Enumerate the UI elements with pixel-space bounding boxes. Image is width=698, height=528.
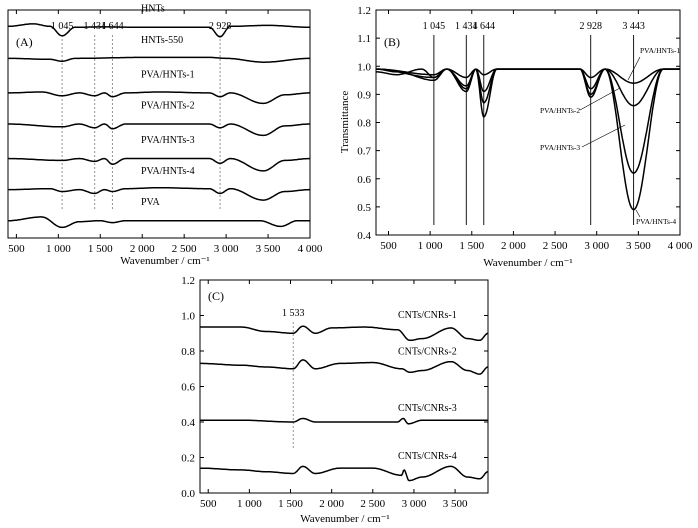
series-cnts-cnrs-4-line bbox=[199, 465, 489, 482]
panel-b-xtick-label: 2 500 bbox=[543, 240, 568, 252]
panel-a-xtick-label: 1 000 bbox=[46, 243, 71, 255]
panel-b-ytick-label: 1.2 bbox=[357, 5, 371, 17]
series-pva-hnts-3-label: PVA/HNTs-3 bbox=[540, 143, 580, 152]
series-hnts-550-label: HNTs-550 bbox=[141, 35, 183, 46]
panel-c-xlabel: Wavenumber / cm⁻¹ bbox=[300, 513, 389, 525]
panel-c-ytick-label: 1.2 bbox=[181, 275, 195, 287]
panel-a-xtick-label: 3 000 bbox=[214, 243, 239, 255]
series-pva-hnts-1-label: PVA/HNTs-1 bbox=[640, 46, 680, 55]
series-pva-hnts-4-pointer bbox=[635, 209, 641, 218]
panel-c-xtick-label: 500 bbox=[200, 498, 217, 510]
panel-b-ytick-label: 0.8 bbox=[357, 118, 371, 130]
panel-b-marker-label: 2 928 bbox=[579, 21, 602, 32]
panel-b-xtick-label: 3 500 bbox=[626, 240, 651, 252]
panel-b-xtick-label: 1 500 bbox=[459, 240, 484, 252]
panel-b-xlabel: Wavenumber / cm⁻¹ bbox=[483, 257, 572, 269]
panel-b: (B) 500 1 000 1 500 2 000 2 500 3 000 3 500 4 0… bbox=[339, 5, 693, 269]
panel-c-xtick-label: 2 000 bbox=[319, 498, 344, 510]
series-pva-hnts-4-line bbox=[376, 68, 680, 211]
series-pva-hnts-2-label: PVA/HNTs-2 bbox=[540, 106, 580, 115]
panel-b-ytick-label: 0.7 bbox=[357, 146, 371, 158]
panel-c-xtick-label: 3 500 bbox=[443, 498, 468, 510]
series-cnts-cnrs-1-label: CNTs/CNRs-1 bbox=[398, 310, 457, 321]
series-pva-hnts-3-label: PVA/HNTs-3 bbox=[141, 135, 195, 146]
series-hnts-label: HNTs bbox=[141, 4, 165, 15]
panel-c-ytick-label: 0.0 bbox=[181, 488, 195, 500]
series-hnts-line bbox=[8, 23, 310, 38]
series-pva-hnts-4-label: PVA/HNTs-4 bbox=[141, 166, 195, 177]
panel-b-marker-label: 1 434 bbox=[455, 21, 478, 32]
panel-a-label: (A) bbox=[16, 35, 33, 49]
series-hnts-550-line bbox=[8, 56, 310, 63]
panel-a-xtick-label: 2 500 bbox=[172, 243, 197, 255]
panel-a-marker-label: 2 928 bbox=[209, 21, 232, 32]
panel-c-marker-label: 1 533 bbox=[282, 308, 305, 319]
panel-a-xtick-label: 2 000 bbox=[130, 243, 155, 255]
panel-a-marker-label: 1 045 bbox=[51, 21, 74, 32]
panel-b-marker-label: 1 045 bbox=[423, 21, 446, 32]
panel-c: (C) 500 1 000 1 500 2 000 2 500 3 000 3 500 0.0… bbox=[181, 275, 489, 525]
series-pva-line bbox=[8, 216, 310, 229]
panel-c-xtick-label: 2 500 bbox=[360, 498, 385, 510]
panel-a-xlabel: Wavenumber / cm⁻¹ bbox=[120, 255, 209, 267]
panel-c-ytick-label: 0.6 bbox=[181, 382, 195, 394]
series-pva-hnts-3-pointer bbox=[581, 124, 626, 148]
panel-c-xtick-label: 3 000 bbox=[402, 498, 427, 510]
series-pva-hnts-3-line bbox=[8, 157, 311, 172]
panel-a: (A) 500 1 000 1 500 2 000 2 500 3 000 3 500 4 0… bbox=[7, 4, 323, 267]
panel-b-ytick-label: 0.6 bbox=[357, 174, 371, 186]
panel-c-ytick-label: 1.0 bbox=[181, 311, 195, 323]
series-pva-hnts-1-label: PVA/HNTs-1 bbox=[141, 69, 195, 80]
series-cnts-cnrs-3-label: CNTs/CNRs-3 bbox=[398, 403, 457, 414]
panel-b-label: (B) bbox=[384, 35, 400, 49]
series-cnts-cnrs-2-label: CNTs/CNRs-2 bbox=[398, 346, 457, 357]
panel-b-marker-label: 1 644 bbox=[473, 21, 496, 32]
series-pva-hnts-4-line bbox=[8, 186, 310, 201]
series-pva-hnts-2-label: PVA/HNTs-2 bbox=[141, 100, 195, 111]
panel-a-xtick-label: 4 000 bbox=[298, 243, 323, 255]
panel-c-xtick-label: 1 000 bbox=[237, 498, 262, 510]
series-pva-hnts-3-line bbox=[376, 68, 680, 174]
panel-c-label: (C) bbox=[208, 289, 224, 303]
panel-b-ytick-label: 0.9 bbox=[357, 89, 371, 101]
panel-a-xtick-label: 500 bbox=[8, 243, 25, 255]
panel-c-ytick-label: 0.8 bbox=[181, 346, 195, 358]
panel-b-xtick-label: 3 000 bbox=[584, 240, 609, 252]
series-cnts-cnrs-1-line bbox=[200, 325, 489, 342]
panel-b-xtick-label: 4 000 bbox=[668, 240, 693, 252]
series-pva-hnts-4-label: PVA/HNTs-4 bbox=[636, 217, 676, 226]
panel-c-ytick-label: 0.4 bbox=[181, 417, 195, 429]
panel-a-xtick-label: 1 500 bbox=[88, 243, 113, 255]
panel-b-ytick-label: 0.4 bbox=[357, 230, 371, 242]
series-cnts-cnrs-2-line bbox=[200, 359, 489, 375]
panel-b-xtick-label: 500 bbox=[380, 240, 397, 252]
series-pva-hnts-1-pointer bbox=[627, 56, 641, 81]
panel-c-xtick-label: 1 500 bbox=[278, 498, 303, 510]
panel-b-ylabel: Transmittance bbox=[339, 91, 351, 154]
panel-c-ytick-label: 0.2 bbox=[181, 453, 195, 465]
series-cnts-cnrs-3-line bbox=[200, 417, 488, 425]
panel-b-frame bbox=[375, 9, 681, 236]
panel-b-ytick-label: 1.0 bbox=[357, 61, 371, 73]
panel-b-ytick-label: 1.1 bbox=[357, 33, 371, 45]
series-cnts-cnrs-4-label: CNTs/CNRs-4 bbox=[398, 451, 457, 462]
panel-b-ytick-label: 0.5 bbox=[357, 202, 371, 214]
panel-a-xtick-label: 3 500 bbox=[256, 243, 281, 255]
series-pva-hnts-2-line bbox=[8, 123, 310, 137]
series-pva-hnts-2-pointer bbox=[579, 87, 621, 111]
series-pva-label: PVA bbox=[141, 197, 160, 208]
panel-b-xtick-label: 1 000 bbox=[418, 240, 443, 252]
series-pva-hnts-1-line bbox=[8, 91, 310, 105]
panel-b-xtick-label: 2 000 bbox=[501, 240, 526, 252]
panel-b-marker-label: 3 443 bbox=[622, 21, 645, 32]
